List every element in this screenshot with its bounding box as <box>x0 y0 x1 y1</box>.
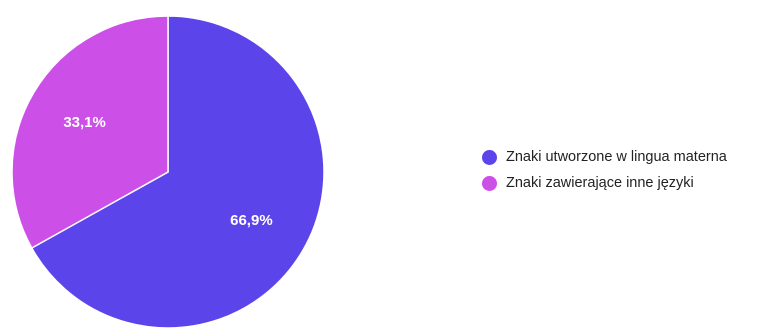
legend-label-inne-jezyki: Znaki zawierające inne języki <box>506 175 694 191</box>
legend-label-lingua-materna: Znaki utworzone w lingua materna <box>506 149 727 165</box>
legend-item-inne-jezyki[interactable]: Znaki zawierające inne języki <box>482 172 727 194</box>
legend-swatch-lingua-materna <box>482 149 497 165</box>
legend-item-lingua-materna[interactable]: Znaki utworzone w lingua materna <box>482 146 727 168</box>
legend-swatch-inne-jezyki <box>482 175 497 191</box>
slice-label-lingua-materna: 66,9% <box>230 212 273 229</box>
pie-slice-lingua-materna[interactable] <box>30 15 325 329</box>
legend: Znaki utworzone w lingua materna Znaki z… <box>482 146 727 198</box>
slice-label-inne-jezyki: 33,1% <box>63 114 106 131</box>
pie-slice-inne-jezyki[interactable] <box>11 15 169 250</box>
